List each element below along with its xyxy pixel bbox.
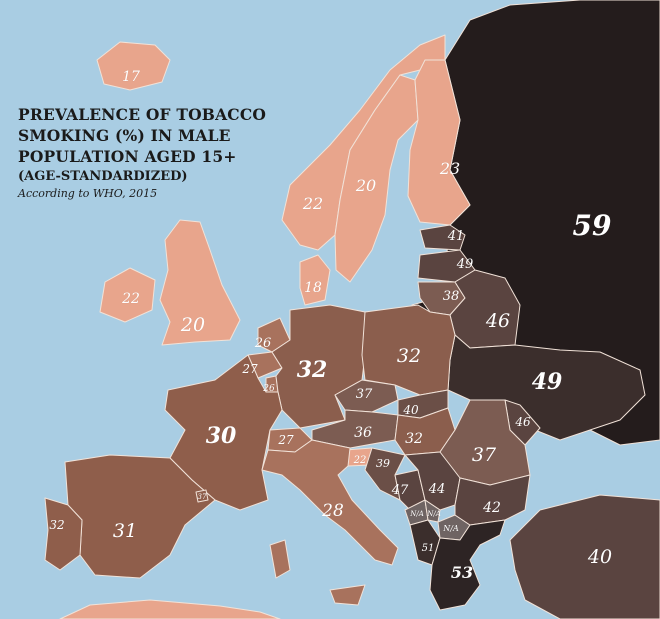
label-germany: 32 (297, 357, 328, 383)
region-ukraine[interactable] (447, 334, 646, 441)
label-ukraine: 49 (532, 369, 563, 395)
label-luxembourg: 26 (262, 384, 275, 394)
label-latvia: 49 (456, 257, 474, 272)
label-north-macedonia: N/A (442, 524, 459, 533)
region-serbia[interactable] (404, 451, 461, 511)
label-albania: 51 (422, 543, 435, 554)
title-line-1: PREVALENCE OF TOBACCO (18, 105, 267, 124)
label-czechia: 37 (356, 387, 373, 402)
label-lithuania: 38 (443, 289, 460, 304)
label-greece: 53 (451, 563, 473, 582)
region-finland[interactable] (407, 59, 471, 226)
label-france: 30 (206, 423, 237, 449)
region-iceland[interactable] (96, 41, 171, 91)
region-poland[interactable] (361, 304, 456, 396)
region-sweden[interactable] (334, 74, 419, 283)
label-bosnia: 47 (391, 483, 409, 498)
label-belarus: 46 (485, 310, 510, 332)
label-denmark: 18 (304, 280, 322, 296)
label-estonia: 41 (447, 229, 465, 244)
label-slovenia: 22 (353, 455, 367, 466)
region-turkey[interactable] (509, 494, 660, 619)
label-belgium: 27 (241, 362, 258, 376)
label-uk: 20 (180, 314, 205, 336)
region-bulgaria[interactable] (454, 474, 531, 526)
label-finland: 23 (439, 159, 460, 178)
region-estonia[interactable] (419, 224, 466, 251)
label-portugal: 32 (49, 518, 64, 532)
region-denmark[interactable] (299, 254, 331, 306)
region-north-africa (59, 599, 281, 619)
label-spain: 31 (113, 520, 137, 542)
region-greece[interactable] (429, 519, 506, 611)
title-line-2: SMOKING (%) IN MALE (18, 126, 231, 145)
label-ireland: 22 (121, 291, 140, 307)
region-italy[interactable] (261, 439, 399, 566)
label-montenegro: N/A (409, 510, 424, 518)
region-portugal[interactable] (44, 497, 83, 571)
label-switzerland: 27 (277, 433, 294, 447)
label-moldova: 46 (514, 415, 531, 429)
label-austria: 36 (354, 425, 372, 441)
region-sicily[interactable] (329, 584, 366, 606)
region-andorra[interactable] (195, 489, 209, 503)
label-slovakia: 40 (402, 403, 419, 417)
region-sardinia[interactable] (269, 539, 291, 579)
title-line-3: POPULATION AGED 15+ (18, 147, 237, 166)
label-netherlands: 26 (254, 336, 272, 351)
label-turkey: 40 (587, 546, 612, 568)
label-norway: 22 (302, 194, 323, 213)
label-croatia: 39 (376, 457, 390, 470)
label-poland: 32 (397, 345, 421, 367)
label-italy: 28 (321, 501, 344, 521)
label-andorra: 37 (198, 493, 207, 501)
label-romania: 37 (472, 444, 497, 466)
label-sweden: 20 (355, 176, 376, 195)
label-russia: 59 (573, 209, 612, 242)
label-serbia: 44 (428, 482, 446, 497)
region-ireland[interactable] (99, 267, 156, 323)
label-hungary: 32 (405, 431, 423, 447)
title-source: According to WHO, 2015 (18, 187, 158, 200)
title-subtitle: (AGE-STANDARDIZED) (18, 169, 188, 184)
label-bulgaria: 42 (482, 500, 501, 516)
label-iceland: 17 (122, 69, 140, 85)
map-title: PREVALENCE OF TOBACCO SMOKING (%) IN MAL… (18, 104, 268, 202)
label-kosovo: N/A (426, 510, 441, 518)
region-uk[interactable] (159, 219, 241, 346)
